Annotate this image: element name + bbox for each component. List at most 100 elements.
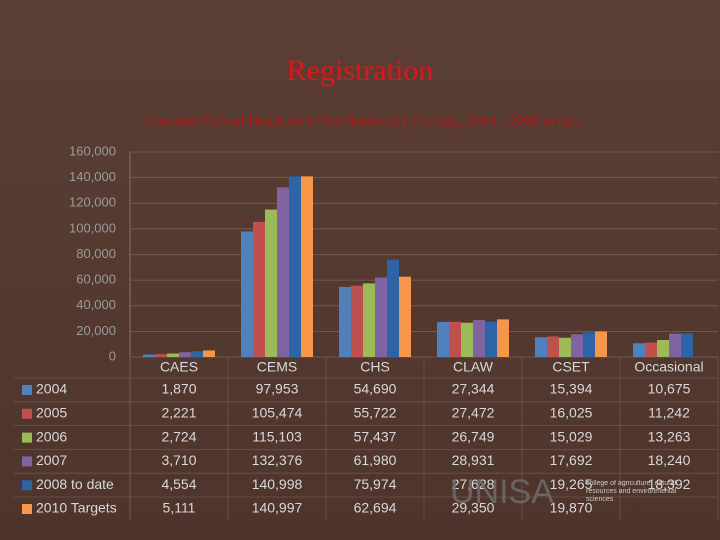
table-cell: 2,221 — [161, 405, 196, 421]
legend-swatch — [22, 456, 32, 467]
y-tick-label: 100,000 — [69, 220, 116, 235]
table-cell: 15,394 — [550, 381, 593, 397]
bar — [595, 331, 607, 357]
x-tick-label: CHS — [360, 359, 390, 375]
table-cell: 29,350 — [452, 500, 495, 516]
legend-swatch — [22, 480, 32, 491]
bar — [399, 276, 411, 357]
legend-label: 2004 — [36, 381, 67, 397]
y-tick-label: 140,000 — [69, 169, 116, 184]
bar — [485, 321, 497, 357]
table-cell: 140,998 — [252, 476, 303, 492]
legend-swatch — [22, 408, 32, 419]
table-cell: 3,710 — [161, 452, 196, 468]
y-tick-label: 160,000 — [69, 143, 116, 158]
table-cell: 27,628 — [452, 476, 495, 492]
table-cell: 16,025 — [550, 405, 593, 421]
legend-label: 2007 — [36, 452, 67, 468]
y-tick-label: 0 — [109, 348, 116, 363]
legend-swatch — [22, 504, 32, 514]
table-cell: 132,376 — [252, 452, 303, 468]
table-cell: 57,437 — [354, 428, 397, 444]
table-cell: 4,554 — [161, 476, 196, 492]
table-cell: 26,749 — [452, 428, 495, 444]
bar — [265, 209, 277, 357]
legend-label: 2005 — [36, 405, 67, 421]
table-cell: 105,474 — [252, 405, 303, 421]
legend-swatch — [22, 385, 32, 395]
table-cell: 19,870 — [550, 500, 593, 516]
table-cell: 27,472 — [452, 405, 495, 421]
bar — [339, 286, 351, 357]
bar — [277, 187, 289, 357]
legend-label: 2010 Targets — [36, 500, 117, 516]
x-tick-label: CEMS — [257, 359, 297, 375]
y-tick-label: 80,000 — [76, 246, 116, 261]
table-cell: 54,690 — [354, 381, 397, 397]
table-cell: 17,692 — [550, 452, 593, 468]
bar — [301, 176, 313, 357]
y-tick-label: 60,000 — [76, 272, 116, 287]
logo-text-box: college of agriculture, natural resource… — [586, 480, 677, 503]
table-cell: 55,722 — [354, 405, 397, 421]
table-cell: 2,724 — [161, 428, 196, 444]
table-cell: 18,392 — [648, 476, 691, 492]
bar — [363, 283, 375, 357]
x-tick-label: Occasional — [634, 359, 703, 375]
bar — [473, 319, 485, 357]
bar — [497, 319, 509, 357]
x-tick-label: CSET — [552, 359, 590, 375]
y-tick-label: 40,000 — [76, 297, 116, 312]
bar — [645, 342, 657, 357]
bar — [351, 285, 363, 357]
legend-label: 2006 — [36, 428, 67, 444]
title: Registration — [287, 54, 434, 87]
table-cell: 75,974 — [354, 476, 397, 492]
bar — [547, 336, 559, 357]
bar — [289, 176, 301, 357]
bar — [387, 259, 399, 357]
table-cell: 5,111 — [163, 500, 196, 516]
table-cell: 62,694 — [354, 500, 397, 516]
bar — [167, 353, 179, 357]
bar — [657, 340, 669, 357]
y-tick-label: 20,000 — [76, 323, 116, 338]
bar — [253, 221, 265, 357]
x-tick-label: CAES — [160, 359, 198, 375]
table-cell: 28,931 — [452, 452, 495, 468]
table-cell: 10,675 — [648, 381, 691, 397]
bar — [633, 343, 645, 357]
table-cell: 61,980 — [354, 452, 397, 468]
table-cell: 15,029 — [550, 428, 593, 444]
bar — [571, 334, 583, 357]
logo: UNISA college of agriculture, natural re… — [450, 473, 677, 511]
bar — [535, 337, 547, 357]
table-cell: 115,103 — [252, 428, 302, 444]
bar — [143, 354, 155, 357]
bar — [203, 350, 215, 357]
table-cell: 27,344 — [452, 381, 495, 397]
subtitle: Absolute Formal Headcount Distribution b… — [143, 113, 583, 129]
table-cell: 1,870 — [161, 381, 196, 397]
legend-label: 2008 to date — [36, 476, 114, 492]
bar — [179, 352, 191, 357]
bar — [461, 322, 473, 357]
bar — [449, 321, 461, 357]
table-cell: 18,240 — [648, 452, 691, 468]
bar — [437, 321, 449, 357]
legend-swatch — [22, 432, 32, 443]
logo-text: college of agriculture, natural resource… — [586, 480, 677, 503]
bar — [583, 332, 595, 357]
table-cell: 11,242 — [648, 405, 690, 421]
bar — [191, 351, 203, 357]
y-tick-label: 120,000 — [69, 195, 116, 210]
bar — [155, 354, 167, 357]
bar — [241, 231, 253, 357]
bar — [681, 333, 693, 357]
table-cell: 13,263 — [648, 428, 691, 444]
bar — [559, 337, 571, 357]
table-cell: 19,265 — [550, 476, 593, 492]
logo-name: UNISA — [450, 473, 554, 511]
